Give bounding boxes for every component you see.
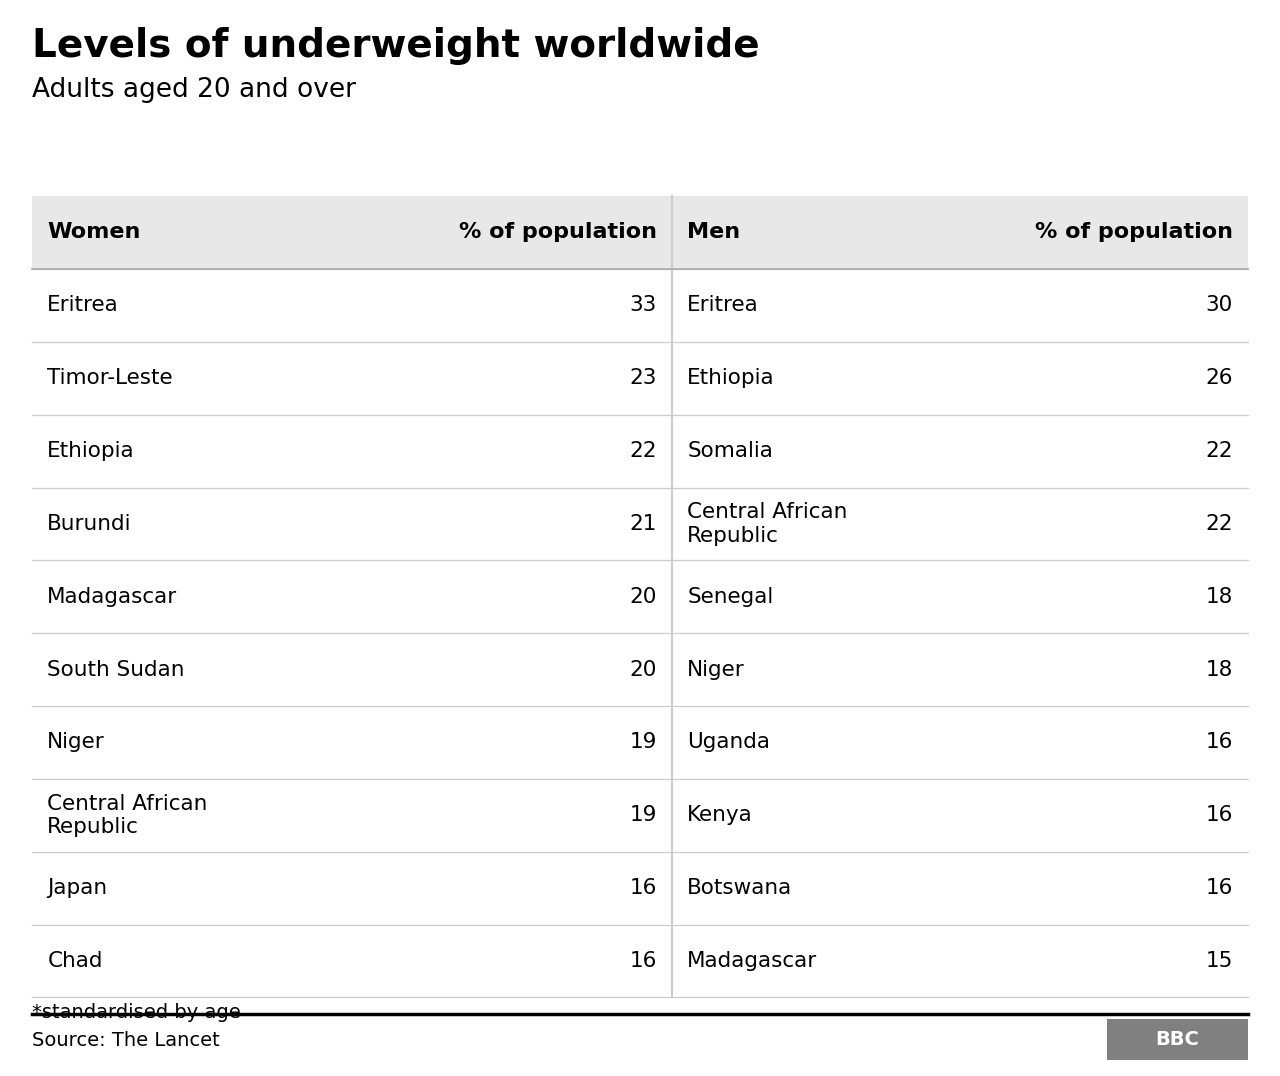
Text: Madagascar: Madagascar: [687, 951, 818, 971]
Text: Somalia: Somalia: [687, 441, 773, 462]
Text: Burundi: Burundi: [47, 514, 132, 534]
Bar: [32, 196, 1248, 269]
Text: 22: 22: [1206, 441, 1233, 462]
Text: Ethiopia: Ethiopia: [687, 368, 774, 388]
Bar: [1107, 1019, 1248, 1060]
Text: 21: 21: [630, 514, 657, 534]
Text: 16: 16: [1206, 733, 1233, 752]
Text: Ethiopia: Ethiopia: [47, 441, 134, 462]
Text: Central African
Republic: Central African Republic: [687, 502, 847, 546]
Text: 33: 33: [630, 296, 657, 315]
Text: Niger: Niger: [47, 733, 105, 752]
Text: 26: 26: [1206, 368, 1233, 388]
Text: Kenya: Kenya: [687, 805, 753, 825]
Text: 22: 22: [630, 441, 657, 462]
Text: Senegal: Senegal: [687, 586, 773, 607]
Text: *standardised by age: *standardised by age: [32, 1003, 241, 1022]
Text: Adults aged 20 and over: Adults aged 20 and over: [32, 77, 356, 103]
Text: Women: Women: [47, 223, 141, 242]
Text: Botswana: Botswana: [687, 878, 792, 898]
Text: Men: Men: [687, 223, 741, 242]
Text: Eritrea: Eritrea: [47, 296, 119, 315]
Text: 18: 18: [1206, 586, 1233, 607]
Text: Eritrea: Eritrea: [687, 296, 759, 315]
Text: 20: 20: [630, 660, 657, 680]
Text: 16: 16: [630, 951, 657, 971]
Text: Niger: Niger: [687, 660, 745, 680]
Text: Chad: Chad: [47, 951, 102, 971]
Text: 16: 16: [1206, 805, 1233, 825]
Text: 16: 16: [1206, 878, 1233, 898]
Text: Madagascar: Madagascar: [47, 586, 178, 607]
Text: 15: 15: [1206, 951, 1233, 971]
Text: BBC: BBC: [1156, 1030, 1199, 1049]
Text: 16: 16: [630, 878, 657, 898]
Text: 23: 23: [630, 368, 657, 388]
Text: % of population: % of population: [458, 223, 657, 242]
Text: Levels of underweight worldwide: Levels of underweight worldwide: [32, 27, 759, 65]
Text: 22: 22: [1206, 514, 1233, 534]
Text: Uganda: Uganda: [687, 733, 771, 752]
Text: South Sudan: South Sudan: [47, 660, 184, 680]
Text: Timor-Leste: Timor-Leste: [47, 368, 173, 388]
Text: 20: 20: [630, 586, 657, 607]
Text: Central African
Republic: Central African Republic: [47, 794, 207, 837]
Text: Japan: Japan: [47, 878, 108, 898]
Text: 19: 19: [630, 805, 657, 825]
Text: 18: 18: [1206, 660, 1233, 680]
Text: % of population: % of population: [1034, 223, 1233, 242]
Text: Source: The Lancet: Source: The Lancet: [32, 1031, 220, 1050]
Text: 19: 19: [630, 733, 657, 752]
Text: 30: 30: [1206, 296, 1233, 315]
